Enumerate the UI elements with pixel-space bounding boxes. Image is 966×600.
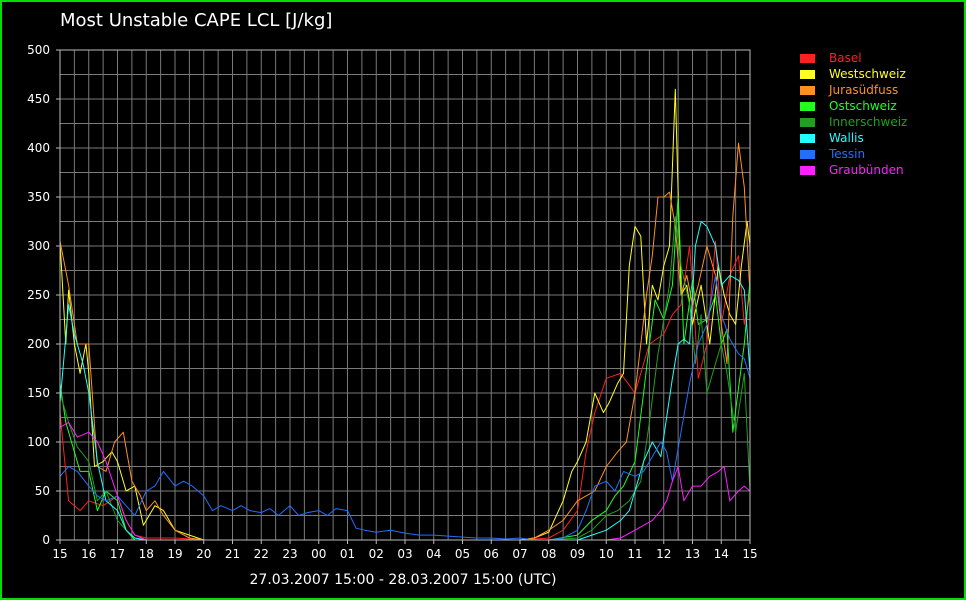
x-tick-label: 18	[139, 547, 154, 561]
legend-item: Graubünden	[800, 162, 960, 178]
series-line-innerschweiz	[59, 216, 751, 541]
series-lines	[59, 88, 751, 541]
legend-swatch	[800, 165, 815, 175]
x-tick-label: 15	[742, 547, 757, 561]
y-tick-label: 500	[27, 43, 50, 57]
x-tick-label: 15	[52, 547, 67, 561]
x-tick-label: 07	[512, 547, 527, 561]
x-tick-label: 13	[685, 547, 700, 561]
x-tick-label: 14	[714, 547, 729, 561]
legend-label: Basel	[829, 51, 862, 65]
legend-item: Basel	[800, 50, 960, 66]
y-tick-label: 50	[35, 484, 50, 498]
x-tick-label: 09	[570, 547, 585, 561]
legend-label: Wallis	[829, 131, 864, 145]
legend-item: Westschweiz	[800, 66, 960, 82]
y-tick-label: 200	[27, 337, 50, 351]
x-tick-label: 19	[167, 547, 182, 561]
y-tick-label: 300	[27, 239, 50, 253]
legend-label: Graubünden	[829, 163, 904, 177]
x-tick-label: 16	[81, 547, 96, 561]
x-tick-label: 06	[484, 547, 499, 561]
legend-swatch	[800, 149, 815, 159]
x-tick-label: 02	[369, 547, 384, 561]
x-tick-label: 08	[541, 547, 556, 561]
x-tick-label: 03	[397, 547, 412, 561]
y-tick-label: 0	[42, 533, 50, 547]
series-line-graub-nden	[59, 421, 751, 541]
legend-item: Jurasüdfuss	[800, 82, 960, 98]
x-tick-label: 10	[599, 547, 614, 561]
x-tick-label: 04	[426, 547, 441, 561]
x-tick-label: 21	[225, 547, 240, 561]
legend-label: Tessin	[829, 147, 866, 161]
x-tick-label: 12	[656, 547, 671, 561]
x-tick-label: 05	[455, 547, 470, 561]
legend-label: Westschweiz	[829, 67, 906, 81]
legend-item: Wallis	[800, 130, 960, 146]
x-tick-label: 11	[627, 547, 642, 561]
x-tick-label: 00	[311, 547, 326, 561]
legend-item: Tessin	[800, 146, 960, 162]
legend-swatch	[800, 85, 815, 95]
y-tick-label: 400	[27, 141, 50, 155]
x-tick-label: 17	[110, 547, 125, 561]
x-axis-label: 27.03.2007 15:00 - 28.03.2007 15:00 (UTC…	[249, 572, 557, 588]
chart-title: Most Unstable CAPE LCL [J/kg]	[60, 10, 333, 31]
x-tick-label: 20	[196, 547, 211, 561]
legend-swatch	[800, 101, 815, 111]
legend-swatch	[800, 53, 815, 63]
y-tick-label: 100	[27, 435, 50, 449]
legend-item: Innerschweiz	[800, 114, 960, 130]
y-tick-label: 250	[27, 288, 50, 302]
legend-swatch	[800, 69, 815, 79]
legend-label: Ostschweiz	[829, 99, 897, 113]
series-line-wallis	[59, 221, 751, 541]
x-tick-label: 01	[340, 547, 355, 561]
y-tick-label: 350	[27, 190, 50, 204]
y-tick-label: 450	[27, 92, 50, 106]
x-tick-label: 23	[282, 547, 297, 561]
legend-label: Innerschweiz	[829, 115, 908, 129]
legend: Basel Westschweiz Jurasüdfuss Ostschweiz Inn…	[800, 50, 960, 178]
y-tick-label: 150	[27, 386, 50, 400]
legend-label: Jurasüdfuss	[829, 83, 899, 97]
legend-item: Ostschweiz	[800, 98, 960, 114]
legend-swatch	[800, 117, 815, 127]
series-line-juras-dfuss	[59, 142, 751, 541]
legend-swatch	[800, 133, 815, 143]
series-line-tessin	[59, 274, 751, 541]
x-tick-label: 22	[254, 547, 269, 561]
